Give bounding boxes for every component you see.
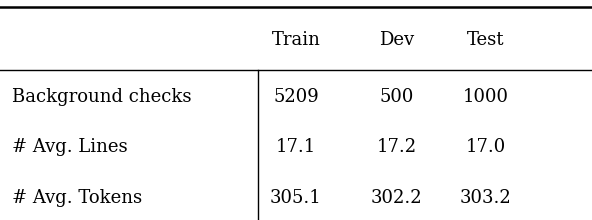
Text: 17.0: 17.0 [465, 138, 506, 156]
Text: 1000: 1000 [462, 88, 509, 106]
Text: 500: 500 [379, 88, 414, 106]
Text: Dev: Dev [379, 31, 414, 49]
Text: Test: Test [466, 31, 504, 49]
Text: Train: Train [272, 31, 320, 49]
Text: 305.1: 305.1 [270, 189, 322, 207]
Text: 303.2: 303.2 [459, 189, 511, 207]
Text: 5209: 5209 [273, 88, 319, 106]
Text: Background checks: Background checks [12, 88, 191, 106]
Text: # Avg. Lines: # Avg. Lines [12, 138, 127, 156]
Text: # Avg. Tokens: # Avg. Tokens [12, 189, 142, 207]
Text: 17.1: 17.1 [276, 138, 316, 156]
Text: 17.2: 17.2 [377, 138, 417, 156]
Text: 302.2: 302.2 [371, 189, 423, 207]
